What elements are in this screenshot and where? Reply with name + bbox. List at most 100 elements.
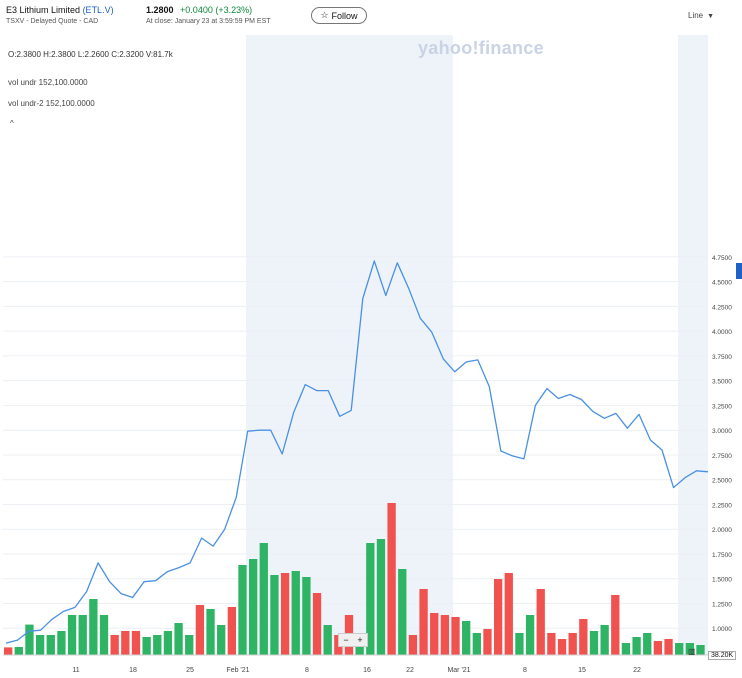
volume-bar — [323, 625, 332, 655]
volume-bar — [579, 619, 588, 655]
volume-bar — [440, 615, 450, 655]
price-line — [5, 260, 709, 644]
volume-bar — [600, 625, 609, 655]
y-tick-label: 2.2500 — [712, 502, 732, 509]
volume-bar — [472, 633, 481, 655]
volume-bar — [653, 641, 663, 655]
y-tick-label: 1.0000 — [712, 626, 732, 633]
company-name: E3 Lithium Limited — [6, 5, 81, 15]
volume-bar — [536, 589, 545, 655]
month-band — [678, 35, 708, 655]
volume-bar — [675, 643, 684, 655]
volume-bar — [376, 539, 386, 655]
volume-bar — [4, 647, 13, 655]
volume-bar — [131, 631, 141, 655]
volume-bar — [430, 613, 439, 655]
follow-button[interactable]: ☆ Follow — [311, 7, 367, 24]
volume-bar — [643, 633, 652, 655]
volume-bar — [493, 579, 503, 655]
volume-bar — [99, 615, 109, 655]
volume-bar — [408, 635, 418, 655]
current-price: 1.2800 — [146, 5, 174, 15]
volume-bar — [110, 635, 119, 655]
volume-bar — [174, 623, 183, 655]
close-note: At close: January 23 at 3:59:59 PM EST — [146, 18, 271, 25]
zoom-out-button[interactable]: − — [343, 635, 349, 645]
x-tick-label: 22 — [406, 667, 414, 674]
x-tick-label: 16 — [363, 667, 371, 674]
volume-bar — [89, 599, 98, 655]
stock-title: E3 Lithium Limited (ETL.V) — [6, 5, 114, 15]
y-tick-label: 4.5000 — [712, 280, 732, 287]
y-tick-label: 1.5000 — [712, 577, 732, 584]
yahoo-finance-watermark: yahoo!finance — [418, 38, 544, 58]
chart-type-dropdown[interactable]: Line ▼ — [688, 11, 714, 20]
y-tick-label: 3.7500 — [712, 354, 732, 361]
volume-bar — [291, 571, 300, 655]
x-tick-label: Mar '21 — [447, 667, 470, 674]
volume-bar — [451, 617, 460, 655]
price-change: +0.0400 (+3.23%) — [180, 5, 253, 15]
volume-bar — [217, 625, 226, 655]
zoom-in-button[interactable]: + — [357, 635, 363, 645]
volume-bar — [153, 635, 162, 655]
volume-bar — [462, 621, 471, 655]
volume-bar — [611, 595, 620, 655]
y-tick-label: 4.7500 — [712, 255, 732, 262]
volume-bar — [398, 569, 407, 655]
price-block: 1.2800 +0.0400 (+3.23%) — [146, 5, 252, 15]
volume-bar — [67, 615, 77, 655]
x-tick-label: 8 — [523, 667, 527, 674]
ohlc-readout: O:2.3800 H:2.3800 L:2.2600 C:2.3200 V:81… — [8, 50, 173, 59]
volume-bar — [685, 643, 695, 655]
x-tick-label: 18 — [129, 667, 137, 674]
month-band — [246, 35, 453, 655]
volume-bar — [46, 635, 55, 655]
volume-bar — [185, 635, 194, 655]
volume-bar — [248, 559, 258, 655]
chevron-down-icon: ▼ — [707, 13, 715, 20]
volume-badge: 38.20K — [708, 651, 737, 660]
exchange-label: TSXV - Delayed Quote - CAD — [6, 18, 99, 25]
volume-bar — [142, 637, 151, 655]
volume-bar — [664, 639, 673, 655]
volume-bar — [547, 633, 556, 655]
x-tick-label: 8 — [305, 667, 309, 674]
volume-bar — [515, 633, 524, 655]
volume-bar — [280, 573, 290, 655]
volume-bar — [504, 573, 513, 655]
vol-indicator-1: vol undr 152,100.0000 — [8, 78, 88, 87]
volume-bar-icon[interactable]: ▥ — [688, 647, 696, 656]
volume-bar — [270, 575, 279, 655]
volume-bar — [568, 633, 577, 655]
volume-bar — [35, 635, 45, 655]
collapse-caret-icon[interactable]: ^ — [10, 119, 14, 128]
y-tick-label: 3.2500 — [712, 403, 732, 410]
volume-bar — [121, 631, 130, 655]
y-tick-label: 3.5000 — [712, 379, 732, 386]
volume-bar — [238, 565, 247, 655]
y-tick-label: 1.2500 — [712, 601, 732, 608]
chart-type-label: Line — [688, 11, 704, 20]
volume-bar — [419, 589, 428, 655]
volume-bar — [525, 615, 535, 655]
y-tick-label: 2.7500 — [712, 453, 732, 460]
volume-bar — [163, 631, 173, 655]
y-tick-label: 1.7500 — [712, 552, 732, 559]
volume-bar — [632, 637, 641, 655]
volume-bar — [387, 503, 396, 655]
volume-bar — [589, 631, 599, 655]
volume-bar — [78, 615, 87, 655]
volume-bar — [483, 629, 492, 655]
y-tick-label: 3.0000 — [712, 428, 732, 435]
volume-bar — [206, 609, 215, 655]
y-tick-label: 4.0000 — [712, 329, 732, 336]
star-icon: ☆ — [320, 10, 329, 20]
x-tick-label: 15 — [578, 667, 586, 674]
ticker-symbol[interactable]: (ETL.V) — [82, 5, 114, 15]
vol-indicator-2: vol undr-2 152,100.0000 — [8, 99, 95, 108]
follow-label: Follow — [331, 10, 358, 21]
volume-bar — [696, 645, 705, 655]
y-tick-label: 2.5000 — [712, 478, 732, 485]
